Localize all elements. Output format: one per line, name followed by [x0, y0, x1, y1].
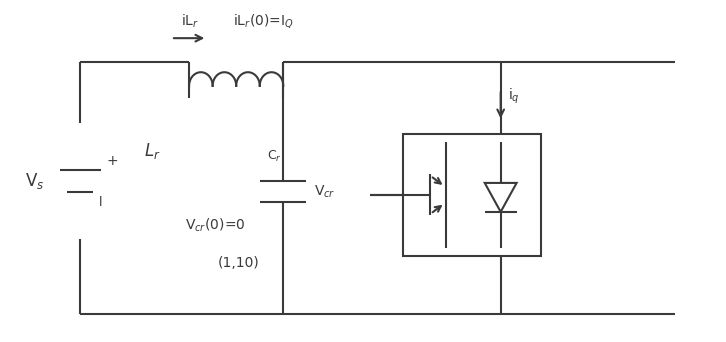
Text: +: +: [107, 154, 118, 168]
Text: (1,10): (1,10): [218, 256, 260, 270]
Text: iL$_r$: iL$_r$: [182, 13, 200, 30]
Text: L$_r$: L$_r$: [144, 141, 161, 160]
Text: V$_{cr}$: V$_{cr}$: [314, 183, 335, 200]
Bar: [403, 133, 541, 256]
Text: V$_{cr}$(0)=0: V$_{cr}$(0)=0: [185, 217, 246, 234]
Text: l: l: [99, 196, 103, 209]
Text: i$_q$: i$_q$: [508, 87, 520, 106]
Text: C$_r$: C$_r$: [267, 148, 282, 163]
Text: iL$_r$(0)=I$_Q$: iL$_r$(0)=I$_Q$: [232, 12, 293, 30]
Text: V$_s$: V$_s$: [25, 171, 44, 191]
